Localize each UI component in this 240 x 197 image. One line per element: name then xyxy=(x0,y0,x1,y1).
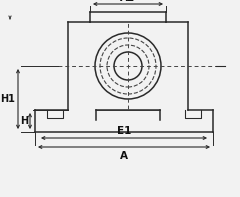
Text: A2: A2 xyxy=(120,0,136,3)
Text: H: H xyxy=(20,116,28,126)
Text: A: A xyxy=(120,151,128,161)
Text: H1: H1 xyxy=(0,94,15,104)
Text: E1: E1 xyxy=(117,126,131,136)
